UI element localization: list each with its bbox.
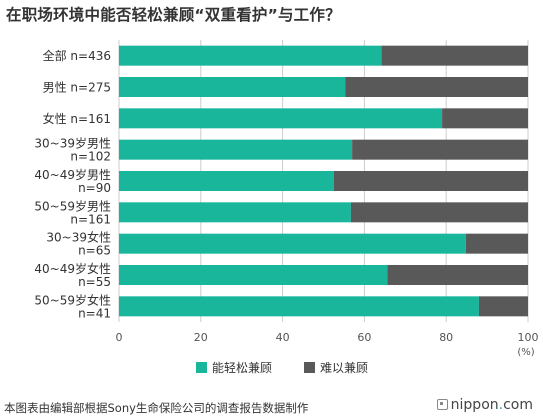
category-label-2: 女性 n=161 (43, 111, 111, 126)
x-tick-20: 20 (194, 331, 208, 344)
bar-easy-8 (119, 296, 479, 317)
bar-easy-6 (119, 233, 466, 254)
category-label-8-line-1: n=41 (78, 306, 111, 320)
chart-title: 在职场环境中能否轻松兼顾“双重看护”与工作？ (6, 6, 341, 24)
x-tick-60: 60 (357, 331, 371, 344)
x-axis-unit: (%) (517, 347, 534, 358)
bar-hard-1 (345, 77, 528, 97)
bar-hard-0 (381, 45, 528, 66)
nippon-logo[interactable]: nippon.com (436, 397, 533, 413)
bar-easy-3 (119, 139, 353, 160)
logo-tld: com (503, 397, 533, 413)
x-axis-ticks: 0 20 40 60 80 100 (116, 331, 539, 344)
category-label-7-line-1: n=55 (78, 275, 111, 289)
bar-easy-1 (119, 77, 346, 97)
logo-name: nippon (450, 397, 499, 413)
category-label-4-line-1: n=90 (78, 181, 111, 195)
bar-easy-4 (119, 171, 334, 191)
category-label-0: 全部 n=436 (43, 48, 111, 63)
bar-hard-6 (465, 233, 528, 254)
category-label-6-line-1: n=65 (78, 244, 111, 258)
bar-hard-8 (478, 296, 528, 317)
category-label-3-line-1: n=102 (70, 150, 111, 164)
legend: 能轻松兼顾 难以兼顾 (196, 361, 368, 375)
source-note: 本图表由编辑部根据Sony生命保险公司的调查报告数据制作 (4, 401, 309, 415)
x-tick-80: 80 (439, 331, 453, 344)
bar-easy-0 (119, 45, 382, 66)
bar-easy-7 (119, 265, 388, 285)
legend-swatch-easy (196, 362, 207, 373)
x-tick-100: 100 (518, 331, 539, 344)
category-label-8-line-0: 50~59岁女性 (34, 292, 111, 307)
logo-dot: . (498, 397, 504, 413)
legend-label-hard: 难以兼顾 (320, 361, 368, 375)
category-label-1: 男性 n=275 (43, 81, 111, 95)
x-tick-0: 0 (116, 331, 123, 344)
bar-easy-5 (119, 202, 351, 223)
legend-swatch-hard (304, 362, 315, 373)
bar-hard-7 (387, 265, 528, 285)
category-label-5-line-1: n=161 (70, 212, 111, 226)
bars (119, 45, 528, 317)
category-label-3-line-0: 30~39岁男性 (34, 136, 111, 151)
logo-icon (436, 399, 448, 410)
legend-label-easy: 能轻松兼顾 (212, 361, 272, 375)
bar-hard-4 (333, 171, 528, 191)
category-label-7-line-0: 40~49岁女性 (34, 261, 111, 276)
category-label-5-line-0: 50~59岁男性 (34, 198, 111, 213)
x-tick-40: 40 (276, 331, 290, 344)
bar-hard-3 (352, 139, 528, 160)
category-label-6-line-0: 30~39女性 (46, 230, 111, 245)
category-label-4-line-0: 40~49岁男性 (34, 167, 111, 182)
bar-hard-5 (350, 202, 528, 223)
bar-hard-2 (442, 108, 528, 129)
bar-easy-2 (119, 108, 443, 129)
